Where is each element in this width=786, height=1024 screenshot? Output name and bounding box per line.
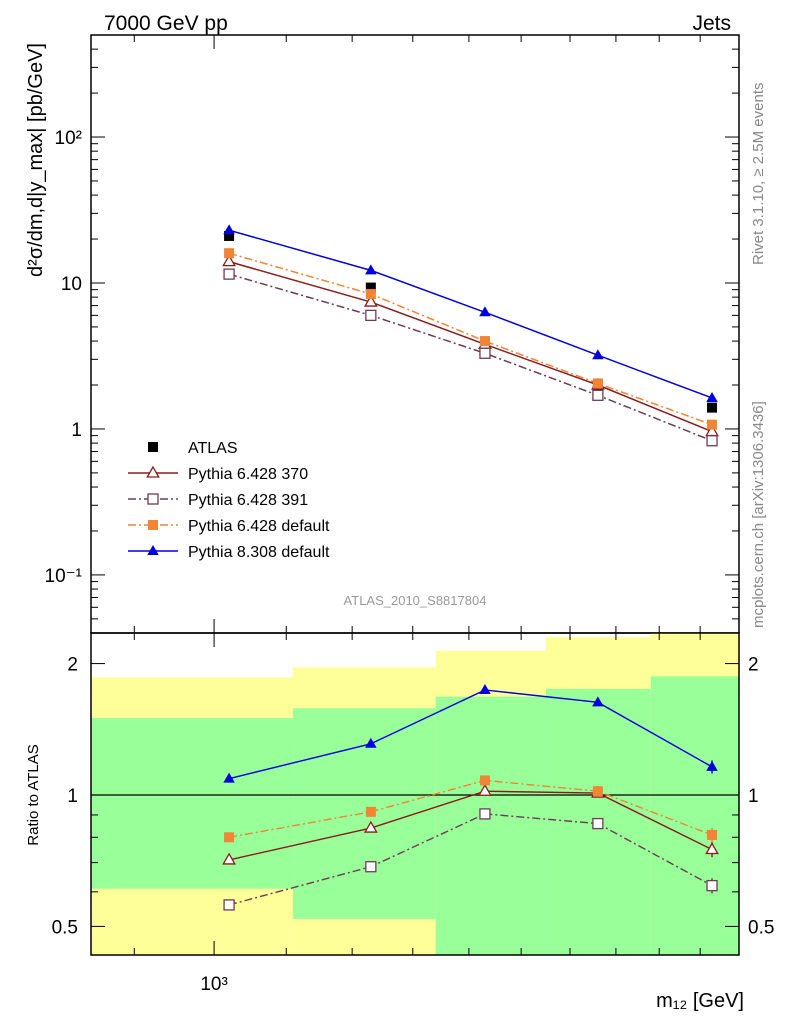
main-y-tick-label: 10⁻¹ (45, 566, 83, 587)
legend-label: Pythia 8.308 default (188, 544, 330, 561)
legend-marker (147, 545, 159, 555)
ratio-y-tick-label-left: 2 (67, 655, 78, 676)
ratio-panel: 0.5 0.5 1 1 2 2 10³ Ratio to ATLAS m₁₂ [GeV] (25, 632, 775, 1012)
data-point-pythia-6-428-391 (479, 347, 491, 359)
data-point-pythia-6-428-391 (365, 309, 377, 322)
data-point-pythia-6-428-391 (706, 435, 718, 447)
ratio-point-pythia-6-428-391 (223, 899, 235, 911)
data-point-pythia-8-308-default (479, 306, 491, 317)
ratio-point-pythia-8-308-default (706, 760, 718, 771)
data-point-atlas (224, 230, 235, 241)
data-point-atlas (707, 402, 718, 413)
ratio-point-pythia-6-428-default (479, 775, 490, 786)
inner-band (650, 676, 739, 955)
analysis-label: ATLAS_2010_S8817804 (344, 593, 487, 608)
ratio-xlabel: m₁₂ [GeV] (656, 990, 744, 1012)
data-point-pythia-6-428-default (479, 336, 490, 347)
legend-label: Pythia 6.428 391 (188, 492, 308, 509)
main-y-tick-label: 10² (55, 128, 82, 149)
legend-marker (146, 465, 160, 478)
legend-label: Pythia 6.428 370 (188, 466, 308, 483)
main-series (222, 224, 719, 447)
ratio-y-tick-label-right: 1 (748, 786, 759, 807)
data-point-pythia-6-428-default (592, 378, 603, 389)
ratio-point-pythia-8-308-default (592, 696, 604, 707)
ratio-point-pythia-6-428-391 (592, 817, 604, 830)
ratio-point-pythia-6-428-default (707, 829, 718, 840)
ratio-y-tick-label-left: 1 (67, 786, 78, 807)
inner-band (435, 696, 546, 955)
ratio-series (222, 683, 719, 911)
data-point-pythia-6-428-default (224, 248, 235, 259)
ratio-tick-labels: 0.5 0.5 1 1 2 2 10³ (52, 655, 775, 995)
legend-marker (148, 520, 158, 530)
main-y-tick-label: 10 (61, 274, 82, 295)
data-point-pythia-6-428-391 (592, 389, 604, 401)
ratio-ylabel: Ratio to ATLAS (25, 744, 42, 845)
series-line-pythia-6-428-default (228, 252, 713, 426)
main-y-tick-label: 1 (71, 420, 82, 441)
ratio-point-pythia-6-428-391 (706, 879, 718, 892)
data-point-pythia-6-428-default (365, 289, 376, 300)
ratio-point-pythia-8-308-default (365, 737, 377, 748)
series-line-pythia-8-308-default (228, 229, 713, 399)
data-point-atlas (365, 282, 376, 293)
data-point-pythia-8-308-default (706, 391, 718, 402)
ratio-y-tick-label-right: 0.5 (748, 917, 774, 938)
data-point-pythia-6-428-370 (222, 254, 236, 267)
mcplots-label: mcplots.cern.ch [arXiv:1306.3436] (750, 401, 767, 628)
legend-label: Pythia 6.428 default (188, 518, 330, 535)
energy-title: 7000 GeV pp (104, 12, 228, 35)
legend: ATLAS Pythia 6.428 370 Pythia 6.428 391 Pyt… (128, 440, 330, 561)
ratio-y-tick-label-left: 0.5 (52, 917, 78, 938)
x-tick-label: 10³ (200, 974, 227, 995)
legend-marker (148, 442, 158, 452)
ratio-point-pythia-8-308-default (223, 772, 235, 783)
rivet-label: Rivet 3.1.10, ≥ 2.5M events (750, 83, 767, 266)
main-tick-labels: 10⁻¹ 1 10 10² (45, 128, 83, 587)
ratio-point-pythia-6-428-370 (705, 842, 719, 855)
data-point-pythia-6-428-391 (223, 268, 235, 280)
ratio-point-pythia-6-428-391 (479, 808, 491, 820)
ratio-point-pythia-6-428-default (224, 832, 235, 843)
ratio-point-pythia-6-428-370 (363, 820, 378, 833)
process-title: Jets (692, 12, 731, 35)
inner-band (91, 718, 294, 889)
data-point-pythia-8-308-default (223, 224, 235, 235)
main-panel: 10⁻¹ 1 10 10² d²σ/dm,d|y_max| [pb/GeV] ATLA… (25, 34, 740, 634)
ratio-point-pythia-6-428-default (365, 806, 376, 817)
main-ylabel: d²σ/dm,d|y_max| [pb/GeV] (25, 43, 47, 277)
series-line-pythia-6-428-370 (228, 260, 713, 433)
legend-marker (147, 493, 159, 505)
ratio-point-pythia-6-428-391 (365, 861, 377, 873)
data-point-pythia-6-428-default (707, 419, 718, 430)
ratio-frame (90, 632, 740, 956)
data-point-pythia-8-308-default (365, 264, 377, 275)
data-point-pythia-6-428-370 (363, 294, 378, 307)
ratio-point-pythia-6-428-370 (478, 783, 492, 796)
data-point-pythia-8-308-default (592, 349, 604, 360)
ratio-point-pythia-6-428-370 (222, 852, 236, 865)
ratio-point-pythia-6-428-default (592, 786, 603, 797)
inner-band (293, 708, 436, 919)
ratio-bands (91, 633, 739, 955)
series-line-pythia-6-428-391 (228, 273, 713, 442)
ratio-y-tick-label-right: 2 (748, 655, 759, 676)
legend-label: ATLAS (188, 440, 238, 457)
ratio-point-pythia-8-308-default (479, 683, 491, 694)
